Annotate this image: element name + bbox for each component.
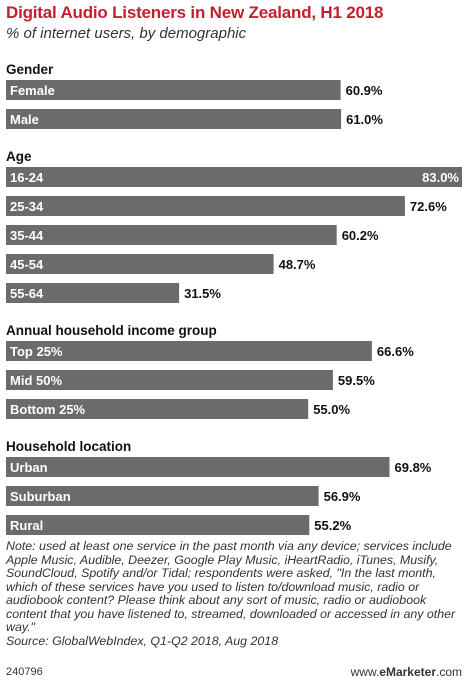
bar-value-45-54: 48.7% [279,257,316,272]
bar-value-16-24: 83.0% [422,170,459,185]
source-text: Source: GlobalWebIndex, Q1-Q2 2018, Aug … [6,633,279,648]
bar-bar-25-34 [6,196,405,216]
bar-label-suburban: Suburban [10,489,71,504]
bar-label-45-54: 45-54 [10,257,44,272]
bar-label-rural: Rural [10,518,43,533]
group-header-household-location: Household location [6,439,131,454]
bar-bar-55-64 [6,283,180,303]
bar-bar-suburban [6,486,319,506]
chart-notes: Note: used at least one service in the p… [6,539,466,648]
brand-suffix: .com [435,665,462,679]
bar-bar-top-25pct [6,341,372,361]
bar-value-mid-50pct: 59.5% [338,373,375,388]
chart-id: 240796 [6,666,43,678]
bar-value-male: 61.0% [346,112,383,127]
note-text: Note: used at least one service in the p… [6,539,456,634]
bar-bar-urban [6,457,390,477]
group-header-annual-household-income-group: Annual household income group [6,323,217,338]
chart-subtitle: % of internet users, by demographic [6,25,247,42]
bar-label-bottom-25pct: Bottom 25% [10,402,86,417]
bar-value-suburban: 56.9% [324,489,361,504]
bar-bar-16-24 [6,167,462,187]
bar-label-top-25pct: Top 25% [10,344,63,359]
bar-value-55-64: 31.5% [184,286,221,301]
bar-bar-mid-50pct [6,370,333,390]
brand-link[interactable]: www.eMarketer.com [351,665,462,679]
bar-bar-bottom-25pct [6,399,309,419]
bar-bar-rural [6,515,310,535]
bar-label-urban: Urban [10,460,48,475]
bar-label-male: Male [10,112,39,127]
bar-label-16-24: 16-24 [10,170,44,185]
bar-bar-45-54 [6,254,274,274]
bar-value-urban: 69.8% [395,460,432,475]
bar-chart: Gender Female 60.9% Male 61.0% Age 16-24 83.0% 2… [6,62,462,535]
group-header-age: Age [6,149,32,164]
bar-value-female: 60.9% [346,83,383,98]
bar-value-top-25pct: 66.6% [377,344,414,359]
bar-value-35-44: 60.2% [342,228,379,243]
bar-value-bottom-25pct: 55.0% [313,402,350,417]
bar-label-25-34: 25-34 [10,199,44,214]
bar-label-55-64: 55-64 [10,286,44,301]
bar-label-female: Female [10,83,55,98]
bar-bar-male [6,109,342,129]
brand-name: eMarketer [379,665,436,679]
bar-bar-35-44 [6,225,337,245]
bar-value-rural: 55.2% [314,518,351,533]
bar-label-mid-50pct: Mid 50% [10,373,62,388]
group-header-gender: Gender [6,62,54,77]
bar-bar-female [6,80,341,100]
bar-label-35-44: 35-44 [10,228,44,243]
brand-prefix: www. [350,665,380,679]
bar-value-25-34: 72.6% [410,199,447,214]
chart-title: Digital Audio Listeners in New Zealand, … [6,3,384,22]
